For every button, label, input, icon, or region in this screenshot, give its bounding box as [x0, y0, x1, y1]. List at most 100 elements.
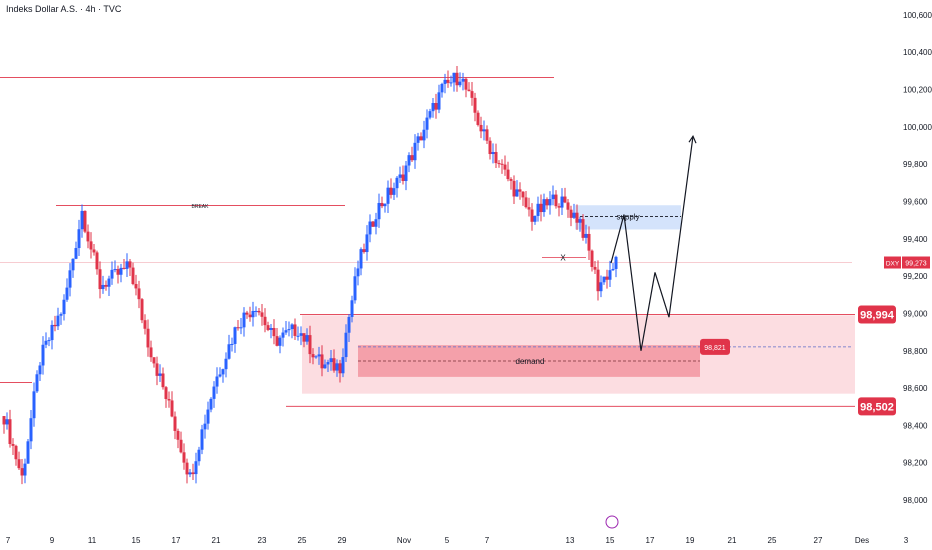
badge-98994-bg [858, 305, 896, 324]
candle-body [536, 203, 540, 216]
candle-body [557, 206, 561, 208]
candle-body [569, 209, 573, 218]
candle-body [338, 363, 342, 374]
x-tick-label: 21 [728, 536, 737, 545]
candle-body [119, 267, 123, 275]
y-tick-label: 98,200 [903, 459, 928, 468]
candle-body [98, 269, 102, 290]
candle-body [56, 315, 60, 327]
demand-label: demand [516, 357, 545, 366]
y-tick-label: 98,600 [903, 384, 928, 393]
candle-body [377, 202, 381, 220]
candle-body [515, 189, 519, 197]
candle-body [599, 282, 603, 292]
candle-body [200, 429, 204, 450]
candle-body [218, 374, 222, 377]
candle-body [242, 312, 246, 328]
candle-body [359, 249, 363, 269]
projection-layer [610, 134, 697, 351]
candle-body [191, 472, 195, 475]
candle-body [446, 79, 450, 83]
x-tick-label: 7 [485, 536, 490, 545]
candle-body [362, 249, 366, 253]
candle-body [374, 219, 378, 227]
candle-body [185, 462, 189, 475]
candle-body [467, 89, 471, 92]
candle-body [596, 269, 600, 292]
candle-body [182, 452, 186, 463]
candle-body [287, 329, 291, 331]
candle-body [413, 142, 417, 161]
candle-body [542, 199, 546, 213]
candle-body [86, 231, 90, 242]
candle-body [368, 221, 372, 235]
candle-body [437, 92, 441, 110]
candle-body [425, 117, 429, 130]
candle-body [527, 207, 531, 210]
candle-body [296, 335, 300, 337]
candle-body [155, 363, 159, 376]
candle-body [314, 356, 318, 358]
x-tick-label: 5 [445, 536, 450, 545]
candle-body [521, 191, 525, 198]
y-tick-label: 98,400 [903, 421, 928, 430]
x-tick-label: 23 [258, 536, 267, 545]
candle-body [431, 103, 435, 112]
candle-body [365, 234, 369, 253]
badge-98821-bg [700, 338, 730, 355]
badge-98994: 98,994 [860, 309, 895, 321]
candle-body [206, 409, 210, 424]
candle-body [167, 399, 171, 401]
x-tick-label: 27 [814, 536, 823, 545]
candle-body [236, 327, 240, 329]
break-label: BREAK [192, 204, 210, 210]
event-icon[interactable] [605, 515, 619, 529]
candle-body [539, 203, 543, 213]
candle-body [41, 344, 45, 366]
candle-body [38, 365, 42, 375]
candle-body [68, 270, 72, 288]
candle-body [62, 299, 66, 315]
symbol-badge-bg [884, 256, 901, 269]
current-price-badge-bg [902, 256, 930, 269]
x-tick-label: 17 [646, 536, 655, 545]
labels-layer: 98,994 98,502 98,821 DXY 99,273 [700, 256, 930, 416]
candle-body [164, 387, 168, 400]
candle-body [380, 202, 384, 207]
candle-body [26, 441, 30, 464]
candle-body [395, 177, 399, 189]
candle-body [107, 278, 111, 287]
candle-body [485, 129, 489, 141]
candle-body [383, 203, 387, 207]
candle-body [215, 376, 219, 387]
candle-body [53, 324, 57, 327]
candle-body [344, 332, 348, 358]
candle-body [410, 155, 414, 161]
candle-body [224, 358, 228, 370]
candles-layer [2, 65, 618, 485]
candle-body [239, 327, 243, 329]
candle-body [422, 129, 426, 141]
candle-body [50, 324, 54, 341]
candle-body [404, 165, 408, 181]
candle-body [158, 373, 162, 376]
candle-body [392, 188, 396, 195]
candle-body [47, 340, 51, 342]
badge-98502-bg [858, 397, 896, 416]
candle-body [170, 400, 174, 417]
candle-body [302, 333, 306, 342]
candle-body [317, 354, 321, 357]
symbol-badge: DXY [886, 261, 900, 268]
candle-body [566, 202, 570, 210]
levels-layer: BREAK X [0, 76, 855, 407]
supply-zone [575, 205, 681, 230]
candle-body [11, 444, 15, 446]
x-tick-label: 7 [6, 536, 11, 545]
y-tick-label: 99,000 [903, 309, 928, 318]
candle-body [104, 284, 108, 287]
candle-body [251, 310, 255, 318]
x-tick-label: Nov [397, 536, 411, 545]
candle-body [440, 83, 444, 93]
candle-body [83, 210, 87, 232]
